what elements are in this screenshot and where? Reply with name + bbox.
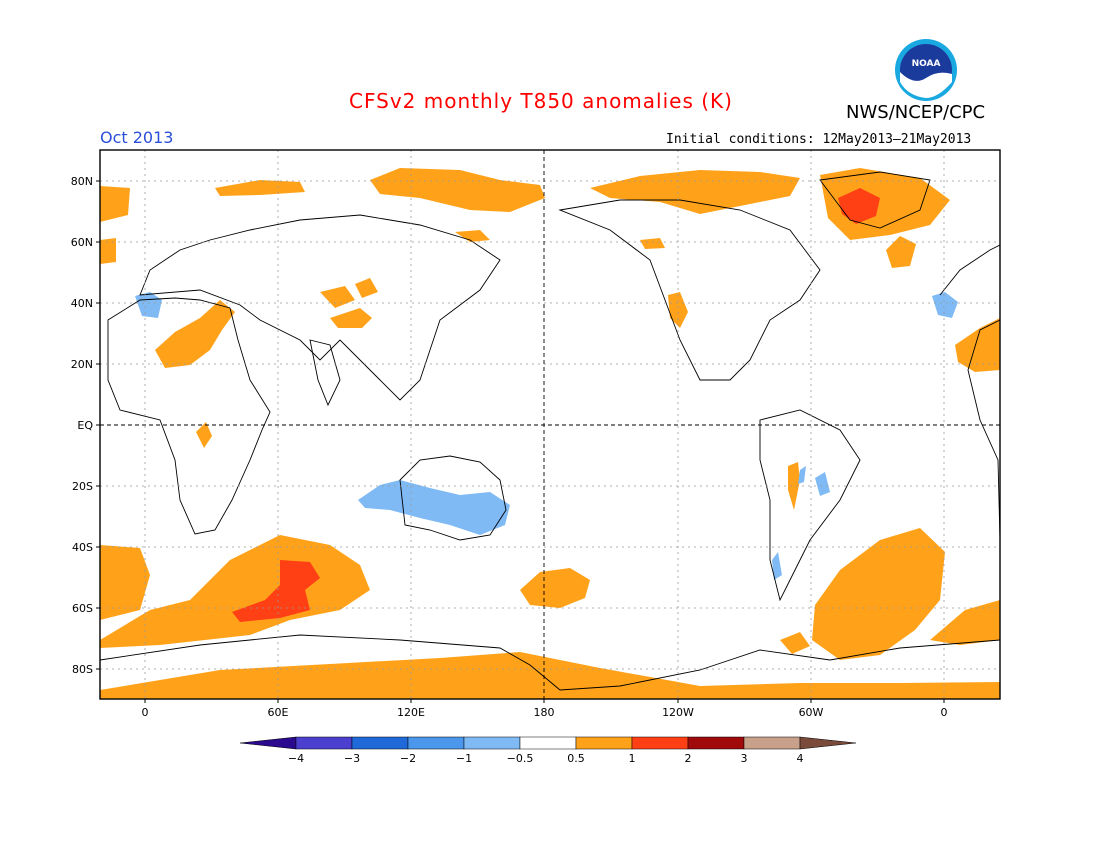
lon-label: 0 (142, 706, 149, 719)
colorbar-label: 4 (797, 752, 804, 765)
lat-label: 40S (72, 541, 93, 554)
colorbar-label: −2 (400, 752, 416, 765)
colorbar-label: 2 (685, 752, 692, 765)
gridlines (100, 150, 1000, 699)
colorbar-swatch (407, 736, 465, 750)
colorbar-labels: −4 −3 −2 −1 −0.5 0.5 1 2 3 4 (288, 752, 804, 765)
lat-label: EQ (77, 419, 93, 432)
colorbar-label: −4 (288, 752, 304, 765)
lon-label: 60W (799, 706, 824, 719)
colorbar-swatch (463, 736, 521, 750)
colorbar-swatch (631, 736, 689, 750)
agency-label: NWS/NCEP/CPC (846, 102, 986, 123)
noaa-logo: NOAA (895, 39, 957, 101)
colorbar-label: −1 (456, 752, 472, 765)
colorbar-label: −0.5 (507, 752, 534, 765)
valid-month: Oct 2013 (100, 128, 174, 147)
colorbar-label: −3 (344, 752, 360, 765)
lat-label: 60N (71, 236, 93, 249)
lon-label: 60E (268, 706, 289, 719)
lat-label: 60S (72, 602, 93, 615)
colorbar-label: 3 (741, 752, 748, 765)
axis-ticks (96, 180, 945, 703)
colorbar-swatch (519, 736, 577, 750)
colorbar-swatch (799, 736, 857, 750)
logo-text: NOAA (912, 59, 941, 69)
colorbar-swatch (351, 736, 409, 750)
colorbar-swatch (687, 736, 745, 750)
lon-label: 180 (534, 706, 555, 719)
colorbar-swatch (239, 736, 297, 750)
colorbar-swatch (575, 736, 633, 750)
colorbar-swatch (743, 736, 801, 750)
lat-label: 40N (71, 297, 93, 310)
chart-title: CFSv2 monthly T850 anomalies (K) (349, 89, 733, 113)
lat-label: 80N (71, 175, 93, 188)
lon-label: 120E (397, 706, 425, 719)
colorbar (239, 736, 857, 750)
lat-label: 80S (72, 663, 93, 676)
colorbar-label: 1 (629, 752, 636, 765)
lon-label: 120W (662, 706, 694, 719)
lon-label: 0 (941, 706, 948, 719)
reference-lines (100, 150, 1000, 699)
lat-labels: 80N 60N 40N 20N EQ 20S 40S 60S 80S (71, 175, 94, 676)
coastlines (100, 171, 1000, 691)
colorbar-swatch (295, 736, 353, 750)
colorbar-label: 0.5 (567, 752, 585, 765)
lat-label: 20S (72, 480, 93, 493)
lon-labels: 0 60E 120E 180 120W 60W 0 (142, 706, 948, 719)
anomaly-shading (100, 168, 1000, 699)
initial-conditions: Initial conditions: 12May2013–21May2013 (666, 132, 972, 147)
lat-label: 20N (71, 358, 93, 371)
